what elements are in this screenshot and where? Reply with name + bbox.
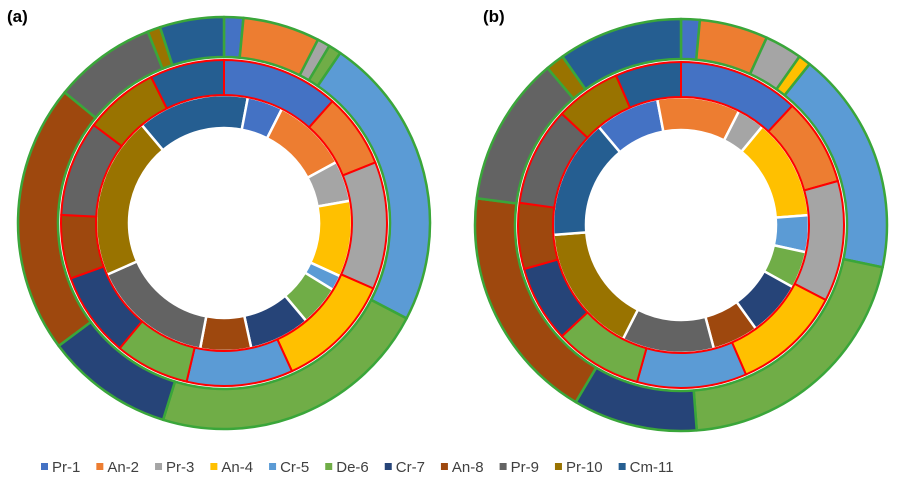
legend-swatch-an-8 [440, 463, 448, 470]
panel-label-a: (a) [7, 7, 28, 26]
legend-swatch-pr-10 [554, 463, 562, 470]
panel-a-outer-ring-slice-cm-11 [158, 15, 226, 67]
panel-label-b: (b) [483, 7, 505, 26]
legend-swatch-cm-11 [618, 463, 626, 470]
legend-swatch-pr-9 [499, 463, 507, 470]
legend-label-an-4: An-4 [221, 459, 253, 476]
legend-label-pr-1: Pr-1 [52, 459, 80, 476]
legend-label-pr-9: Pr-9 [511, 459, 539, 476]
legend-swatch-an-2 [96, 463, 104, 470]
legend-label-an-8: An-8 [452, 459, 484, 476]
legend-swatch-cr-7 [384, 463, 392, 470]
legend-label-cm-11: Cm-11 [630, 459, 674, 476]
panel-a-middle-ring-slice-cm-11 [150, 59, 225, 110]
legend-swatch-cr-5 [269, 463, 277, 470]
legend-label-pr-10: Pr-10 [566, 459, 603, 476]
panel-b-rings [473, 17, 889, 433]
legend-label-de-6: De-6 [336, 459, 369, 476]
panel-b-outer-ring-slice-cm-11 [561, 17, 683, 91]
panel-b-middle-ring-slice-an-8 [517, 201, 559, 270]
legend-swatch-an-4 [210, 463, 218, 470]
legend-label-an-2: An-2 [107, 459, 139, 476]
panel-b-middle-ring-slice-cm-11 [615, 61, 682, 109]
legend-label-cr-7: Cr-7 [396, 459, 425, 476]
panel-a-rings [16, 15, 432, 431]
legend-swatch-pr-3 [155, 463, 163, 470]
legend-label-cr-5: Cr-5 [280, 459, 309, 476]
legend-swatch-pr-1 [41, 463, 48, 470]
panel-a-inner-ring-slice-an-8 [198, 314, 253, 353]
legend: Pr-1 An-2 Pr-3 An-4 Cr-5 De-6 Cr-7 An-8 Pr-9 Pr-1… [41, 459, 674, 476]
legend-label-pr-3: Pr-3 [166, 459, 194, 476]
legend-swatch-de-6 [325, 463, 333, 470]
